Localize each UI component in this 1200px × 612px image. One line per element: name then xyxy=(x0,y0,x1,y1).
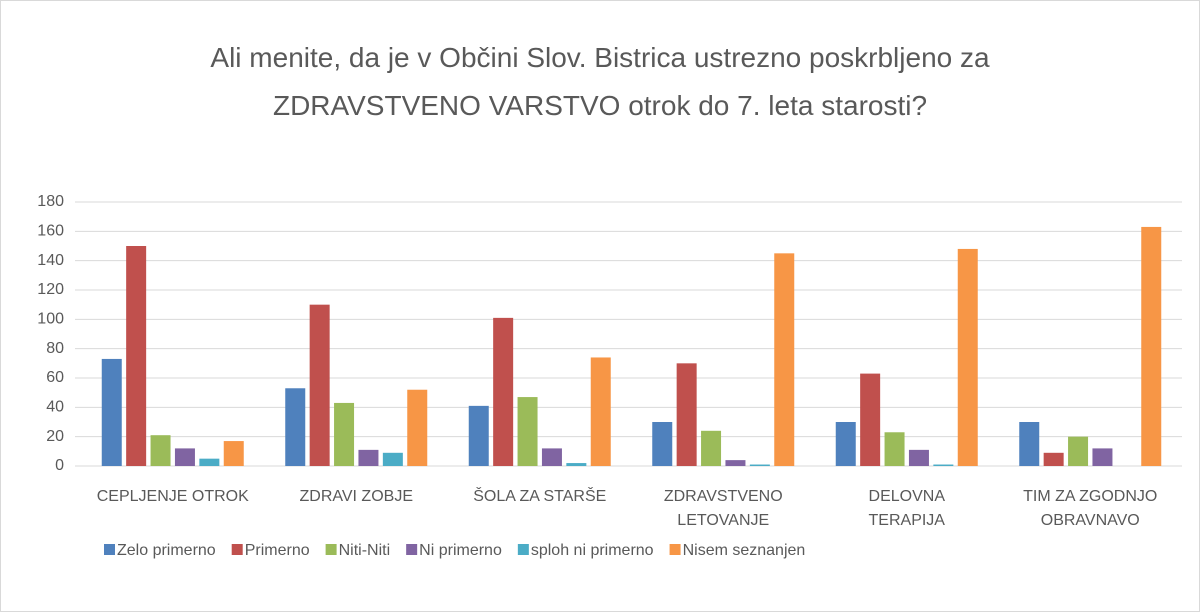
bar xyxy=(884,432,905,466)
legend-label: Ni primerno xyxy=(419,542,502,559)
bar xyxy=(860,373,881,466)
bar xyxy=(1141,226,1162,466)
bar xyxy=(652,422,673,466)
bar xyxy=(1043,452,1064,466)
bar xyxy=(933,464,954,466)
bar xyxy=(1068,436,1089,466)
y-tick-label: 120 xyxy=(37,281,64,298)
y-tick-label: 60 xyxy=(46,369,64,386)
bar xyxy=(725,460,746,466)
x-tick-label: CEPLJENJE OTROK xyxy=(97,488,249,505)
x-tick-label: ZDRAVI ZOBJE xyxy=(300,488,414,505)
legend-label: Zelo primerno xyxy=(117,542,216,559)
y-tick-label: 140 xyxy=(37,252,64,269)
bar xyxy=(835,422,856,466)
bar xyxy=(358,449,379,466)
legend-swatch xyxy=(325,544,337,555)
bar xyxy=(150,435,171,466)
bar xyxy=(701,430,722,466)
bar xyxy=(1019,422,1040,466)
y-tick-label: 80 xyxy=(46,340,64,357)
bar xyxy=(957,248,978,466)
bar xyxy=(1092,448,1113,466)
bar xyxy=(285,388,306,466)
legend-swatch xyxy=(231,544,243,555)
y-tick-label: 20 xyxy=(46,428,64,445)
x-tick-label: ŠOLA ZA STARŠE xyxy=(473,486,606,505)
bar xyxy=(174,448,195,466)
legend-label: Nisem seznanjen xyxy=(683,542,806,559)
legend-label: Primerno xyxy=(245,542,310,559)
bar xyxy=(517,397,538,466)
y-tick-label: 0 xyxy=(55,457,64,474)
bar xyxy=(493,317,514,466)
bar xyxy=(908,449,929,466)
y-tick-label: 100 xyxy=(37,311,64,328)
bar xyxy=(676,363,697,466)
bar xyxy=(101,358,122,466)
bar xyxy=(774,253,795,466)
x-tick-label: DELOVNA TERAPIJA xyxy=(869,488,946,529)
bar xyxy=(566,463,587,466)
bar xyxy=(126,246,147,466)
chart-title: Ali menite, da je v Občini Slov. Bistric… xyxy=(210,42,990,121)
bar xyxy=(382,452,403,466)
bar xyxy=(749,464,770,466)
bar xyxy=(199,458,220,466)
x-tick-label: ZDRAVSTVENO LETOVANJE xyxy=(664,488,783,529)
y-tick-label: 180 xyxy=(37,193,64,210)
legend-swatch xyxy=(406,544,418,555)
legend-label: sploh ni primerno xyxy=(531,542,654,559)
y-tick-label: 160 xyxy=(37,223,64,240)
bar xyxy=(334,402,355,466)
legend-label: Niti-Niti xyxy=(339,542,391,559)
legend-swatch xyxy=(669,544,681,555)
bar xyxy=(541,448,562,466)
bar xyxy=(223,441,244,466)
bar xyxy=(468,405,489,466)
x-tick-label: TIM ZA ZGODNJO OBRAVNAVO xyxy=(1023,488,1157,529)
bar xyxy=(309,304,330,466)
bar xyxy=(590,357,611,466)
legend-swatch xyxy=(517,544,529,555)
bar xyxy=(407,389,428,466)
y-tick-label: 40 xyxy=(46,399,64,416)
legend-swatch xyxy=(104,544,115,555)
